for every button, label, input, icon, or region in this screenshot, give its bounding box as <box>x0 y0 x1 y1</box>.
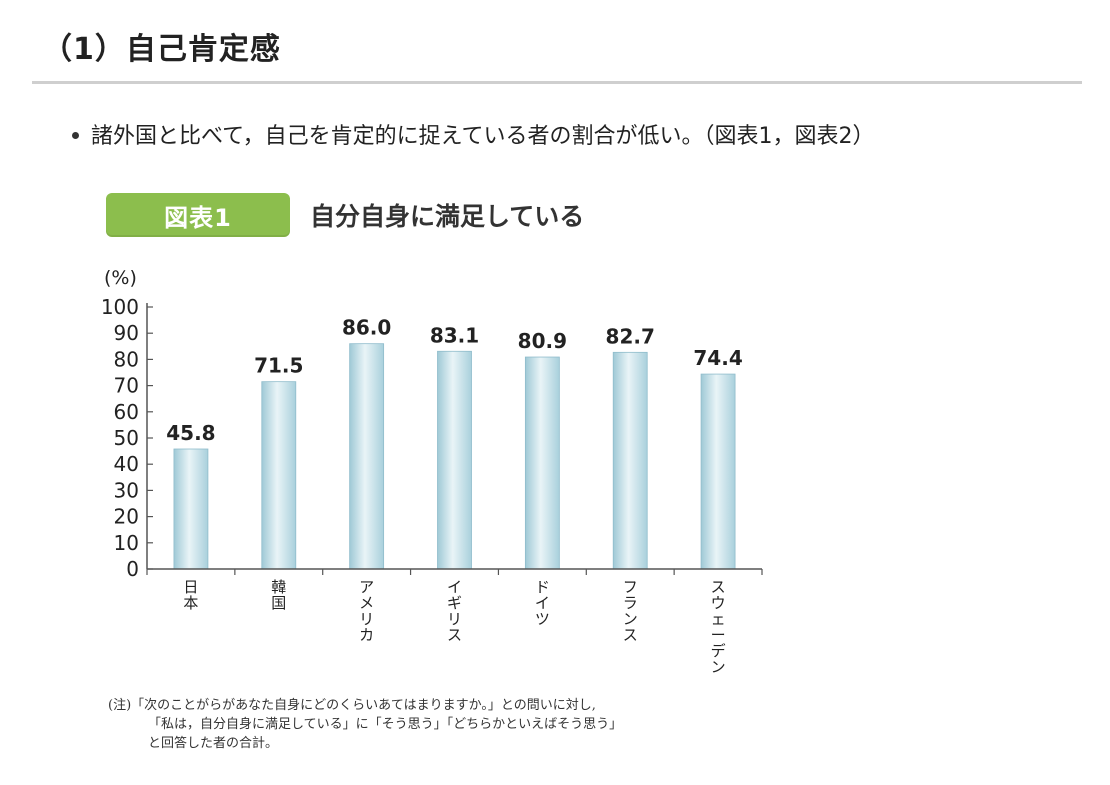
bullet-item: 諸外国と比べて，自己を肯定的に捉えている者の割合が低い。（図表1，図表2） <box>72 118 874 150</box>
bar <box>261 381 297 570</box>
y-tick-label: 50 <box>114 426 139 450</box>
y-tick-label: 30 <box>114 478 139 502</box>
y-tick-label: 100 <box>101 295 139 319</box>
y-tick-label: 90 <box>114 321 139 345</box>
x-category-label: 日本 <box>183 578 198 612</box>
note-line-2: 「私は，自分自身に満足している」に「そう思う」「どちらかといえばそう思う」 <box>148 717 623 732</box>
x-axis: 日本 韓国 アメリカ イギリス ドイツ フランス スウェーデン <box>146 568 763 676</box>
bar <box>612 351 648 570</box>
bar <box>700 373 736 570</box>
x-category-label: アメリカ <box>359 578 374 644</box>
y-tick-label: 20 <box>114 505 139 529</box>
y-tick-label: 40 <box>114 452 139 476</box>
note-line-3: と回答した者の合計。 <box>148 736 279 751</box>
bar-value-label: 86.0 <box>342 316 391 340</box>
bar-value-label: 74.4 <box>693 346 742 370</box>
bullet-dot-icon <box>72 131 79 139</box>
y-axis-unit-label: (%) <box>104 267 137 289</box>
chart-note: (注)「次のことがらがあなた自身にどのくらいあてはまりますか。」との問いに対し,… <box>108 696 622 753</box>
x-category-label: スウェーデン <box>711 578 726 676</box>
y-tick-label: 60 <box>114 400 139 424</box>
figure-badge: 図表1 <box>106 193 290 237</box>
y-tick-label: 0 <box>126 557 139 581</box>
bars: 45.8 71.5 86.0 83.1 80.9 82.7 74.4 <box>166 316 743 570</box>
bar-value-label: 82.7 <box>606 324 655 348</box>
bar <box>437 350 472 570</box>
note-line-1: (注)「次のことがらがあなた自身にどのくらいあてはまりますか。」との問いに対し, <box>108 698 596 713</box>
bullet-text: 諸外国と比べて，自己を肯定的に捉えている者の割合が低い。（図表1，図表2） <box>91 124 875 149</box>
section-divider <box>32 81 1082 84</box>
bar <box>524 356 560 570</box>
section-title: （1）自己肯定感 <box>42 32 281 67</box>
y-tick-label: 70 <box>114 374 139 398</box>
figure-title: 自分自身に満足している <box>310 202 585 231</box>
bar-value-label: 45.8 <box>166 421 215 445</box>
x-category-label: イギリス <box>447 578 462 644</box>
y-tick-label: 80 <box>114 347 139 371</box>
bar-value-label: 83.1 <box>430 323 479 347</box>
x-category-label: フランス <box>623 578 638 644</box>
x-category-label: 韓国 <box>271 578 286 612</box>
x-category-label: ドイツ <box>535 578 550 628</box>
bar <box>349 343 385 570</box>
bar-value-label: 80.9 <box>518 329 567 353</box>
y-tick-label: 10 <box>114 531 139 555</box>
bar <box>173 448 209 570</box>
bar-value-label: 71.5 <box>254 354 303 378</box>
